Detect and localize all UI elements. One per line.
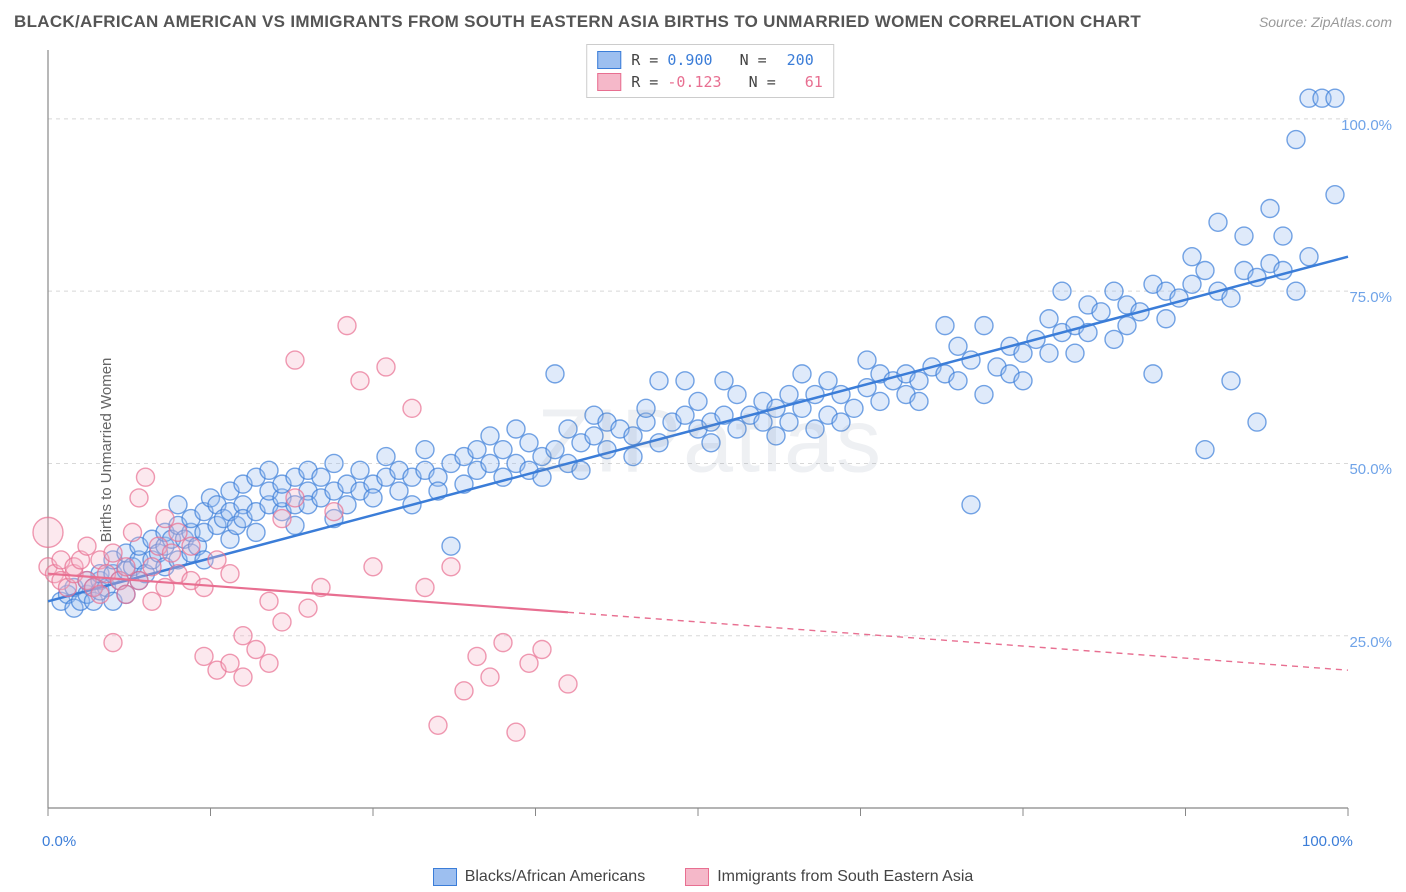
series-legend: Blacks/African Americans Immigrants from… <box>0 868 1406 886</box>
y-tick-label: 100.0% <box>1341 117 1392 134</box>
swatch-blue-icon <box>433 868 457 886</box>
legend-item-pink: Immigrants from South Eastern Asia <box>685 868 973 886</box>
chart-title: BLACK/AFRICAN AMERICAN VS IMMIGRANTS FRO… <box>14 12 1141 32</box>
scatter-chart <box>28 44 1368 834</box>
swatch-pink <box>597 73 621 91</box>
x-tick-start: 0.0% <box>42 833 76 850</box>
stats-legend-row-pink: R = -0.123 N = 61 <box>597 71 823 93</box>
swatch-blue <box>597 51 621 69</box>
legend-item-blue: Blacks/African Americans <box>433 868 646 886</box>
legend-label-pink: Immigrants from South Eastern Asia <box>717 868 973 886</box>
legend-label-blue: Blacks/African Americans <box>465 868 646 886</box>
y-axis-label: Births to Unmarried Women <box>98 358 115 543</box>
stats-legend: R = 0.900 N = 200 R = -0.123 N = 61 <box>586 44 834 98</box>
y-tick-label: 75.0% <box>1349 289 1392 306</box>
source-label: Source: ZipAtlas.com <box>1259 14 1392 30</box>
stats-legend-row-blue: R = 0.900 N = 200 <box>597 49 823 71</box>
swatch-pink-icon <box>685 868 709 886</box>
y-tick-label: 50.0% <box>1349 461 1392 478</box>
y-tick-label: 25.0% <box>1349 634 1392 651</box>
x-tick-end: 100.0% <box>1302 833 1353 850</box>
